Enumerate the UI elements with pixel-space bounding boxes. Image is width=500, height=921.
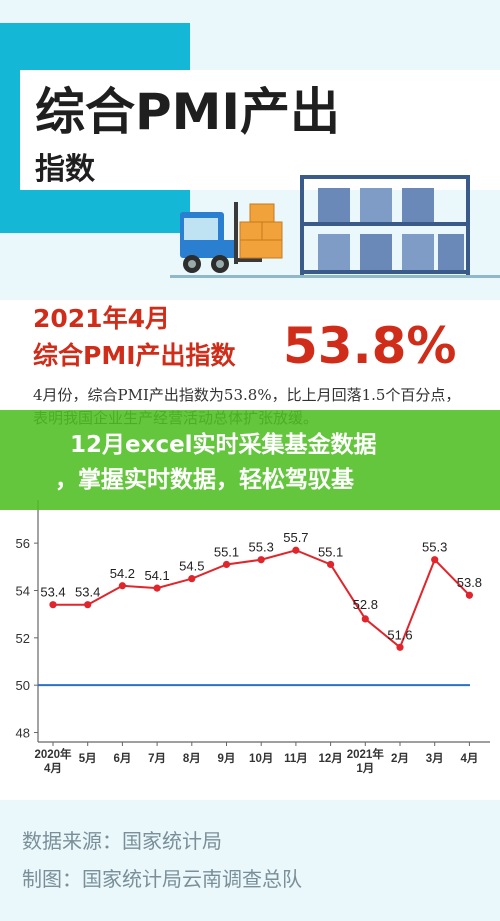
x-tick-label: 5月	[79, 752, 97, 765]
data-label: 54.2	[110, 566, 135, 581]
headline-overlay	[0, 410, 500, 510]
data-point	[257, 556, 265, 564]
data-label: 53.8	[457, 575, 482, 590]
y-tick-label: 56	[16, 536, 30, 551]
data-label: 52.8	[353, 597, 378, 612]
x-tick-label: 11月	[284, 752, 308, 765]
data-point	[84, 601, 92, 609]
x-tick-label: 9月	[218, 752, 236, 765]
cargo-boxes-icon	[239, 203, 283, 259]
data-label: 54.5	[179, 559, 204, 574]
hero-title: 综合PMI产出	[35, 83, 341, 141]
data-label: 53.4	[75, 585, 100, 600]
data-label: 51.6	[387, 627, 412, 642]
x-tick-label: 2021年 1月	[347, 747, 385, 775]
storage-shelf-icon	[300, 175, 470, 275]
data-label: 55.1	[318, 544, 343, 559]
data-point	[153, 584, 161, 592]
x-tick-label: 6月	[113, 752, 131, 765]
pmi-line-chart: 48 50 52 54 56 2020年 4月 5月 6月 7月 8月 9月 10月 11月 12月 2021…	[16, 500, 490, 775]
overlay-headline-line1[interactable]: 12月excel实时采集基金数据	[70, 432, 377, 458]
data-label: 55.3	[422, 540, 447, 555]
data-source-text: 数据来源：国家统计局	[22, 829, 222, 853]
hero-subtitle: 指数	[35, 152, 95, 187]
data-point	[222, 560, 231, 569]
data-point	[188, 575, 196, 583]
x-tick-label: 10月	[249, 752, 273, 765]
data-label: 55.3	[249, 540, 274, 555]
stat-value: 53.8%	[283, 317, 457, 375]
data-label: 55.1	[214, 544, 239, 559]
data-point	[465, 591, 473, 599]
forklift-icon	[180, 202, 262, 273]
x-tick-label: 12月	[318, 752, 342, 765]
data-point	[361, 615, 369, 623]
data-label: 54.1	[144, 568, 169, 583]
stat-label: 综合PMI产出指数	[33, 341, 236, 370]
x-tick-label: 2020年 4月	[34, 747, 72, 775]
hero-section: 综合PMI产出 指数	[0, 0, 500, 300]
data-point	[118, 582, 126, 590]
data-point	[396, 643, 404, 651]
y-tick-label: 48	[16, 726, 30, 741]
data-point	[292, 546, 300, 554]
data-point	[49, 601, 57, 609]
y-tick-label: 54	[16, 583, 30, 598]
data-label: 53.4	[40, 585, 65, 600]
data-point	[327, 560, 335, 569]
data-label: 55.7	[283, 530, 308, 545]
x-tick-label: 3月	[426, 752, 444, 765]
data-point	[431, 556, 439, 564]
overlay-headline-line2[interactable]: ，掌握实时数据，轻松驾驭基	[55, 467, 354, 493]
x-tick-label: 8月	[183, 752, 201, 765]
y-tick-label: 52	[16, 631, 30, 646]
warehouse-illustration	[170, 175, 500, 278]
stat-period: 2021年4月	[33, 304, 170, 333]
x-tick-label: 7月	[148, 752, 166, 765]
x-tick-label: 2月	[391, 752, 409, 765]
hero-title-band	[20, 70, 500, 190]
x-tick-label: 4月	[460, 752, 478, 765]
footer-section	[0, 800, 500, 921]
y-tick-label: 50	[16, 678, 30, 693]
producer-text: 制图：国家统计局云南调查总队	[22, 867, 302, 891]
